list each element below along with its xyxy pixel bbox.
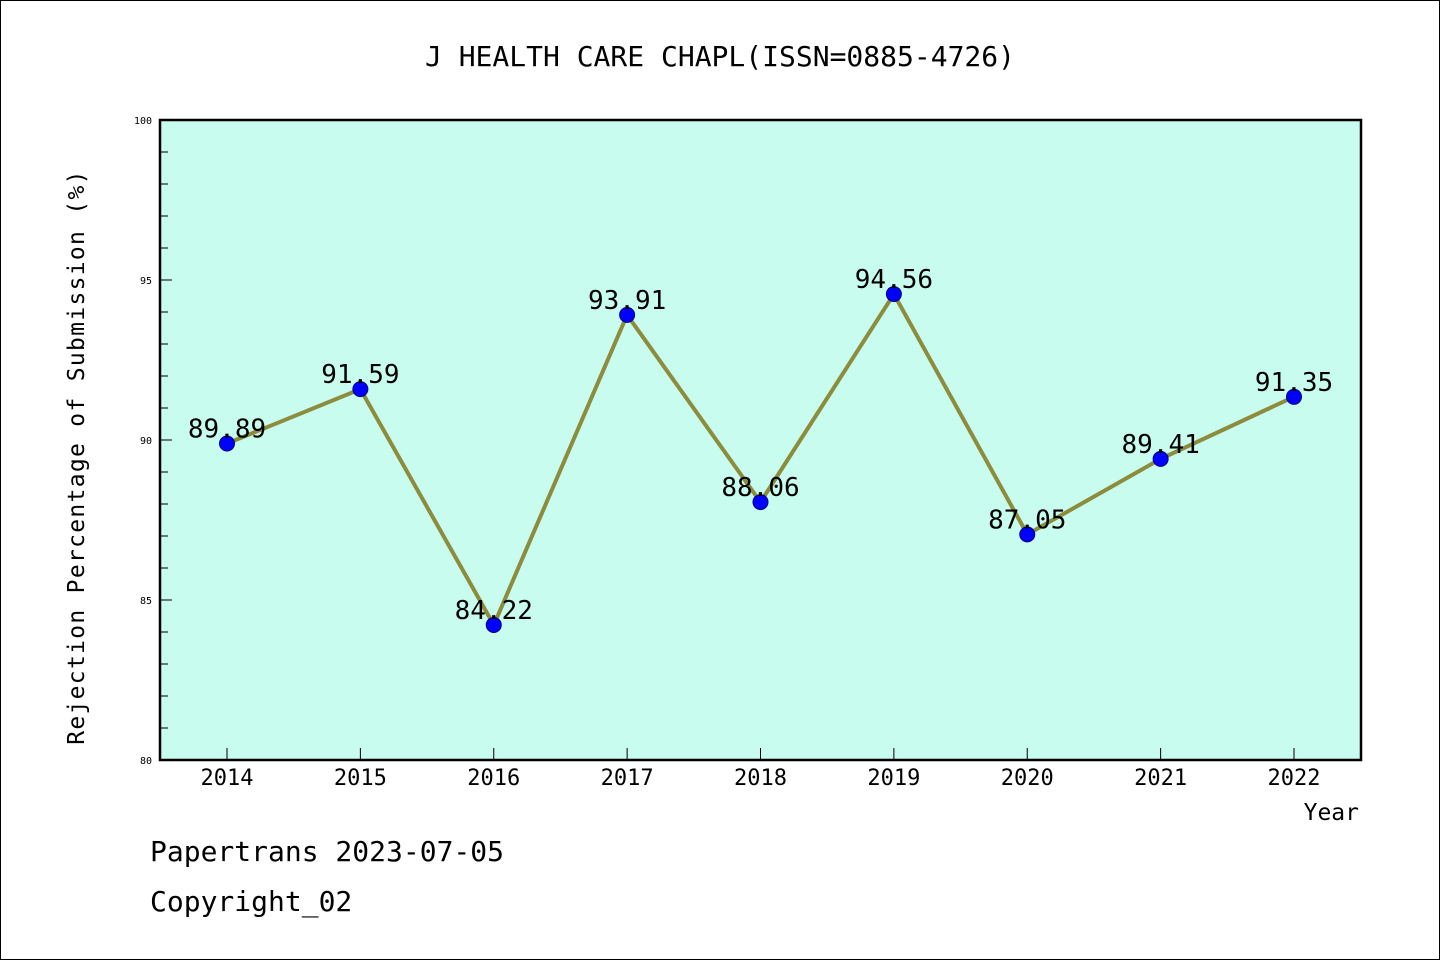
data-label: 89.89 [188, 415, 266, 445]
y-tick-label: 85 [140, 596, 152, 607]
data-label: 91.35 [1255, 368, 1333, 398]
data-label: 84.22 [455, 596, 533, 626]
data-point [219, 435, 235, 452]
data-point [619, 306, 636, 323]
plot-border [158, 118, 1363, 762]
chart-title: J HEALTH CARE CHAPL(ISSN=0885-4726) [425, 40, 1015, 73]
data-label: 94.56 [855, 265, 933, 295]
data-point [1152, 450, 1169, 467]
x-tick-label: 2022 [1268, 766, 1321, 791]
x-tick-label: 2021 [1134, 766, 1187, 791]
x-tick-label: 2014 [201, 766, 254, 791]
data-point [1019, 526, 1036, 543]
footer-date-text: Papertrans 2023-07-05 [150, 835, 505, 868]
x-tick-label: 2018 [734, 766, 787, 791]
axis-layer: 80 85 90 95 100 2014 2015 2016 2017 2018 2019 2020 2… [134, 116, 1321, 791]
y-axis-label: Rejection Percentage of Submission (%) [64, 169, 90, 745]
y-tick-label: 95 [140, 276, 152, 287]
data-label: 93.91 [588, 286, 666, 316]
x-tick-label: 2020 [1001, 766, 1054, 791]
x-axis-label: Year [1304, 800, 1359, 826]
data-point [752, 494, 769, 511]
y-tick-label: 100 [134, 116, 152, 127]
data-point [485, 616, 502, 633]
x-tick-label: 2019 [867, 766, 920, 791]
footer-copyright-text: Copyright_02 [150, 885, 353, 918]
data-label: 88.06 [721, 473, 799, 503]
data-point [352, 381, 369, 398]
x-tick-label: 2015 [334, 766, 387, 791]
data-point [885, 286, 902, 303]
data-label: 91.59 [321, 360, 399, 390]
y-tick-label: 90 [140, 436, 152, 447]
plot-area [160, 120, 1361, 760]
data-point [1286, 388, 1302, 405]
data-label: 89.41 [1121, 430, 1199, 460]
y-tick-label: 80 [140, 756, 152, 767]
x-tick-label: 2016 [467, 766, 520, 791]
series-layer: 89.89 91.59 84.22 93.91 88.06 94.56 87.05 89.41… [188, 265, 1333, 633]
x-tick-label: 2017 [601, 766, 654, 791]
data-label: 87.05 [988, 505, 1066, 535]
